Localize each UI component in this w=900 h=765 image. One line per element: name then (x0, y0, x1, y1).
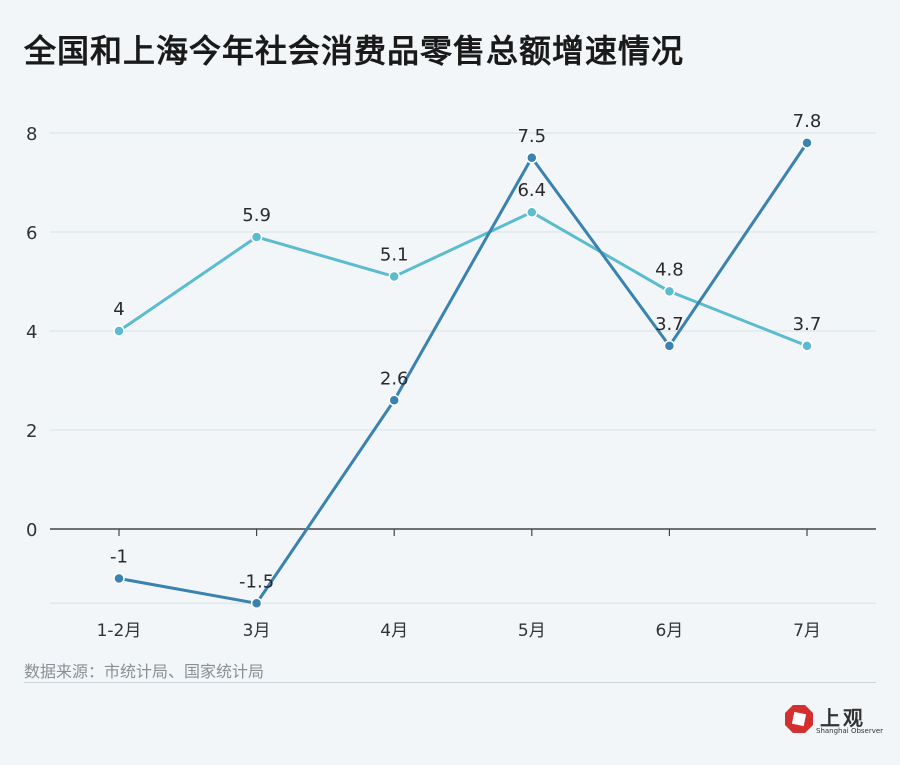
axes: 0 2 4 6 8 1-2月 3月 4月 5月 6月 7月 (26, 124, 876, 641)
data-point (663, 285, 676, 298)
data-point (388, 394, 400, 407)
data-point (388, 270, 400, 283)
data-source-note: 数据来源：市统计局、国家统计局 (24, 662, 265, 681)
footer-divider (24, 682, 876, 683)
data-label: 5.9 (242, 205, 271, 226)
brand-logo: 上观 Shanghai Observer (784, 702, 884, 742)
grid-lines (50, 132, 876, 604)
y-tick-label: 2 (26, 421, 37, 442)
data-point (250, 231, 263, 243)
data-label: 4 (113, 299, 124, 320)
x-tick-label: 6月 (655, 621, 683, 641)
data-label: 7.5 (517, 126, 546, 147)
brand-name: 上观 (820, 706, 866, 730)
data-label: 3.7 (793, 314, 822, 335)
data-point (526, 152, 538, 164)
x-tick-label: 5月 (518, 621, 546, 641)
data-point (250, 597, 263, 609)
data-label: -1.5 (239, 571, 274, 592)
data-label: 6.4 (517, 180, 546, 201)
y-tick-label: 4 (26, 322, 37, 343)
data-label: 4.8 (655, 259, 684, 280)
x-tick-label: 7月 (793, 621, 821, 641)
y-tick-label: 6 (26, 223, 37, 244)
data-label: 5.1 (380, 245, 409, 266)
y-tick-label: 8 (26, 124, 37, 145)
brand-subtitle: Shanghai Observer (816, 727, 884, 735)
data-point (801, 340, 813, 352)
series (113, 137, 813, 609)
x-tick-label: 3月 (243, 621, 271, 641)
x-tick-label: 1-2月 (97, 621, 142, 641)
brand-mark-icon (785, 705, 813, 733)
data-point (663, 340, 676, 352)
y-tick-label: 0 (26, 520, 37, 541)
data-labels: -1 -1.5 2.6 7.5 3.7 7.8 4 5.9 5.1 6.4 4.8 3.7 (110, 111, 821, 592)
data-point (526, 206, 538, 218)
data-point (113, 325, 125, 337)
series-line (118, 210, 808, 348)
line-chart: 0 2 4 6 8 1-2月 3月 4月 5月 6月 7月 -1 -1.5 2.6 7.5 3.7 7.8 4 5… (26, 111, 876, 641)
chart-title: 全国和上海今年社会消费品零售总额增速情况 (24, 32, 685, 70)
x-tick-label: 4月 (380, 621, 408, 641)
series-line (118, 142, 809, 605)
data-label: 7.8 (793, 111, 822, 132)
data-point (113, 572, 125, 585)
data-point (801, 137, 813, 149)
data-label: 2.6 (380, 368, 409, 389)
data-label: 3.7 (655, 314, 684, 335)
data-label: -1 (110, 547, 128, 568)
